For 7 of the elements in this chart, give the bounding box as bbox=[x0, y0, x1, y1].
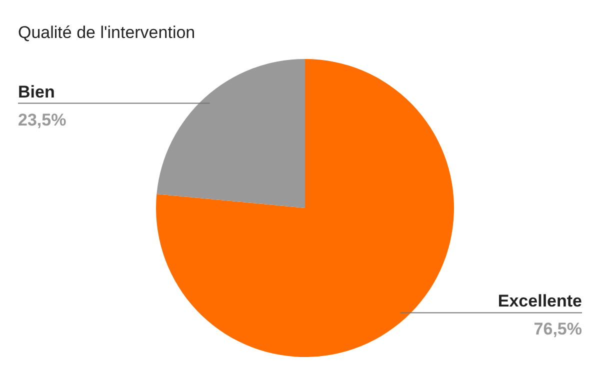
pie-slice bbox=[156, 59, 454, 357]
chart-title: Qualité de l'intervention bbox=[18, 23, 196, 42]
slice-label: Bien bbox=[18, 82, 55, 102]
data-label: 76,5% bbox=[534, 320, 582, 339]
slice-label: Excellente bbox=[498, 292, 582, 311]
data-label: 23,5% bbox=[18, 110, 66, 130]
pie-slice bbox=[156, 59, 305, 208]
